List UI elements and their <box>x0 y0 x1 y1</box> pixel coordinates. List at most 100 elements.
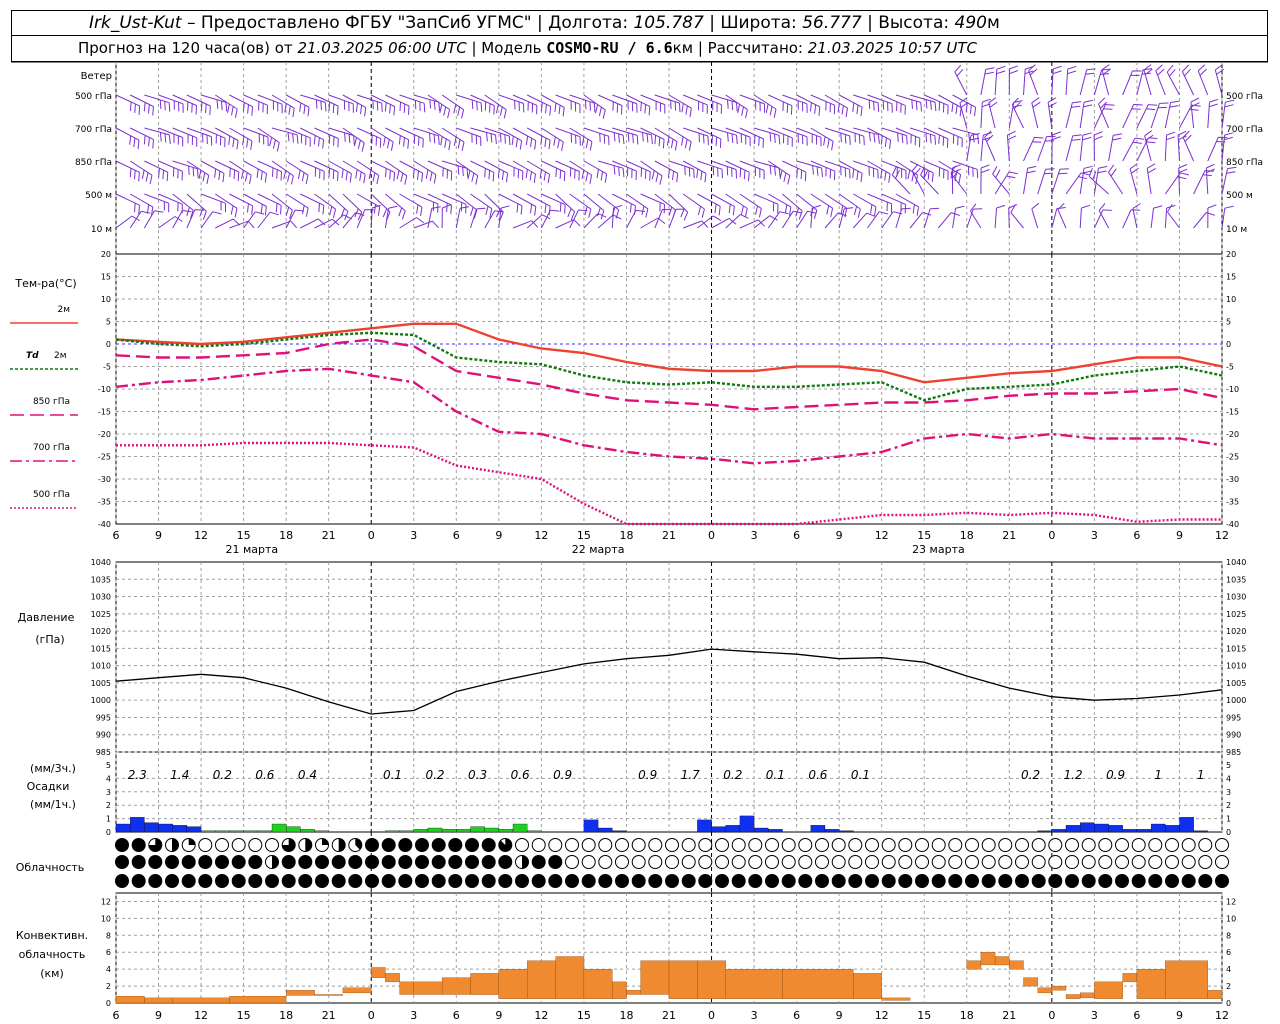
conv-xtick: 21 <box>322 1009 336 1022</box>
cloud-symbol <box>831 874 846 888</box>
conv-ytick: 0 <box>106 999 111 1008</box>
wind-barb <box>569 127 593 151</box>
cloud-symbol <box>731 855 746 869</box>
wind-barb <box>257 127 280 152</box>
wind-barb <box>1214 64 1225 96</box>
cloud-symbol <box>798 855 813 869</box>
cloud-symbol <box>498 855 513 869</box>
precip-ytick: 0 <box>106 828 111 837</box>
forecast-label: Прогноз на 120 часа(ов) от <box>78 39 293 57</box>
cloud-symbol <box>598 874 613 888</box>
precip-bar <box>243 830 258 833</box>
wind-barb <box>215 193 238 218</box>
wind-barb <box>1006 130 1017 162</box>
wind-barb <box>952 94 977 117</box>
press-ytick-right: 1025 <box>1226 610 1246 619</box>
conv-xtick: 21 <box>662 1009 676 1022</box>
wind-barb <box>541 94 565 117</box>
temp-ytick: -30 <box>98 475 111 484</box>
precip-bar <box>597 827 613 833</box>
cloud-symbol <box>1098 838 1113 852</box>
legend-label: 700 гПа <box>33 443 70 453</box>
wind-barb <box>342 212 365 229</box>
cloud-symbol <box>298 874 313 888</box>
wind-barb <box>541 127 564 151</box>
conv-xtick: 6 <box>793 1009 800 1022</box>
latitude-value: 56.777 <box>802 13 862 33</box>
wind-barb <box>569 94 596 113</box>
wind-barb <box>1190 97 1200 129</box>
wind-barb <box>512 220 539 229</box>
wind-barb <box>1065 134 1082 162</box>
precip-bar <box>200 830 216 833</box>
conv-bar <box>782 969 854 999</box>
precip-bar <box>583 819 599 833</box>
temp-xtick: 6 <box>113 529 120 542</box>
wind-barb <box>271 220 298 229</box>
wind-barb <box>129 127 154 149</box>
wind-barb <box>1143 64 1153 96</box>
cloud-symbol <box>148 874 163 888</box>
conv-bar <box>881 997 911 1001</box>
wind-barb <box>1028 64 1039 96</box>
wind-barb <box>470 160 495 182</box>
cloud-symbol <box>831 855 846 869</box>
precip-total: 1.4 <box>170 768 189 782</box>
wind-barb <box>867 94 893 113</box>
wind-barb <box>1051 207 1066 229</box>
wind-barb <box>243 127 269 147</box>
cloud-symbol <box>1131 838 1146 852</box>
precip-bar <box>527 830 542 833</box>
conv-xtick: 18 <box>619 1009 633 1022</box>
wind-barb <box>1108 133 1123 162</box>
conv-xtick: 9 <box>155 1009 162 1022</box>
wind-barb <box>540 209 560 229</box>
wind-barb <box>824 94 848 118</box>
wind-barb <box>441 204 451 229</box>
wind-barb <box>1221 99 1235 129</box>
wind-barb <box>753 160 781 177</box>
wind-barb <box>583 193 605 220</box>
wind-barb <box>739 160 765 180</box>
cloud-symbol <box>898 838 913 852</box>
wind-barb <box>455 193 478 219</box>
wind-barb <box>285 209 305 229</box>
wind-barb <box>867 160 891 183</box>
cloud-symbol <box>1048 874 1063 888</box>
cloud-symbol <box>1048 838 1063 852</box>
wind-barb <box>950 165 968 195</box>
wind-barb <box>994 65 1006 96</box>
temp-ytick: 0 <box>106 340 111 349</box>
precip-bar <box>314 830 329 833</box>
wind-barb <box>129 160 153 185</box>
wind-barb <box>498 160 524 181</box>
conv-xtick: 15 <box>917 1009 931 1022</box>
press-ytick-right: 985 <box>1226 748 1241 757</box>
temp-ytick-right: 0 <box>1226 340 1231 349</box>
legend-label: 500 гПа <box>33 490 70 500</box>
cloud-symbol <box>1015 874 1029 888</box>
wind-barb <box>370 204 381 229</box>
cloud-symbol <box>665 874 679 888</box>
precip-bar <box>824 829 840 833</box>
cloud-symbol <box>665 855 679 869</box>
wind-barb <box>911 163 925 195</box>
wind-barb <box>697 94 722 114</box>
temp-ytick-right: 20 <box>1226 250 1236 259</box>
wind-barb <box>555 94 581 114</box>
wind-barb <box>1093 104 1115 129</box>
conv-yunit: (км) <box>40 967 64 980</box>
wind-barb <box>300 160 325 181</box>
wind-barb <box>215 218 241 229</box>
wind-barb <box>257 211 279 229</box>
cloud-symbol <box>981 838 996 852</box>
wind-barb <box>427 127 451 151</box>
precip-total: 0.9 <box>1106 768 1125 782</box>
temp-ytick: -5 <box>103 363 111 372</box>
wind-barb <box>682 193 705 218</box>
wind-barb <box>711 160 737 179</box>
pressure-panel <box>115 648 1223 715</box>
conv-bar <box>413 981 443 995</box>
wind-barb <box>470 193 493 218</box>
wind-barb <box>370 127 394 151</box>
